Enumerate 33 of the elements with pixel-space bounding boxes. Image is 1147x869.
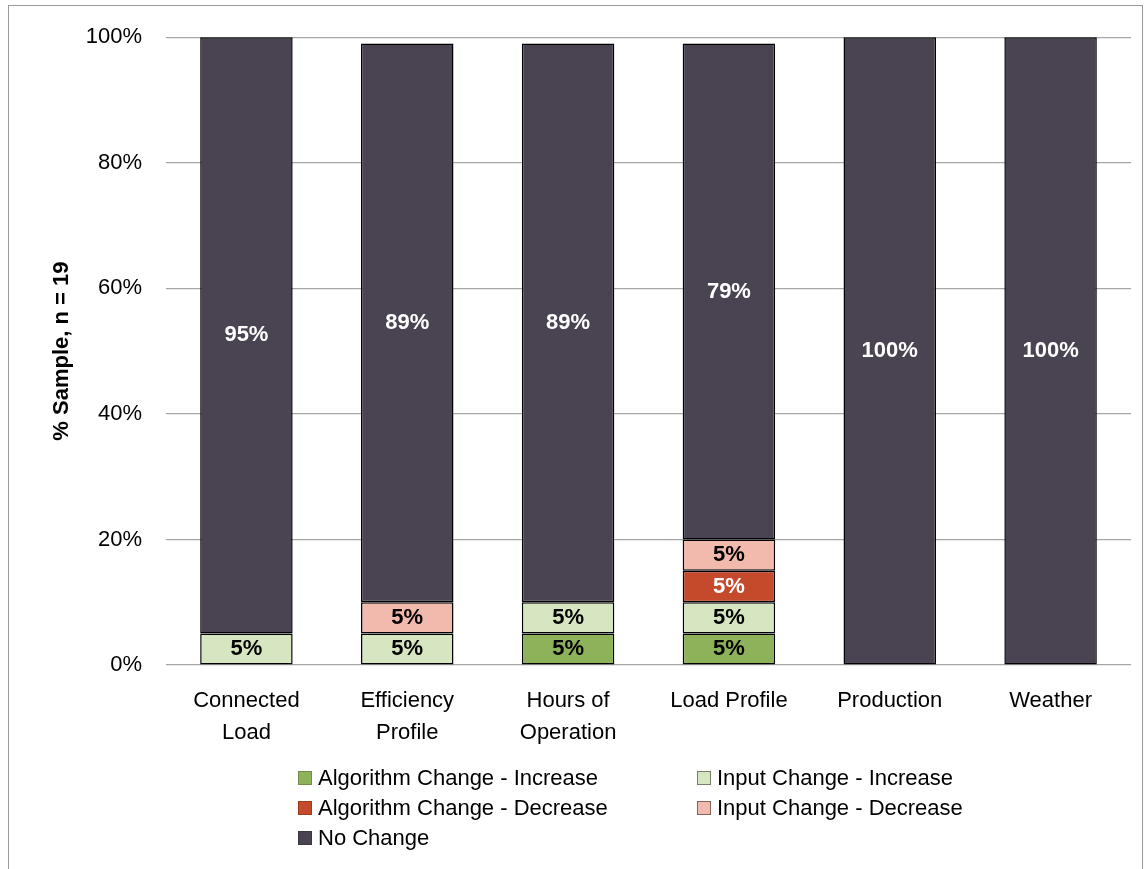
data-label: 5% [713,603,745,629]
x-tick-label: Load Profile [670,687,788,713]
data-label: 95% [224,321,269,347]
x-tick-label: Production [837,687,943,713]
legend-label: Input Change - Decrease [717,795,963,821]
data-label: 5% [713,635,745,661]
data-label: 5% [391,603,424,629]
data-label: 89% [546,308,591,334]
data-label: 79% [706,277,751,303]
legend-label: No Change [318,825,430,851]
data-label: 5% [552,635,584,661]
data-label: 5% [391,635,424,661]
data-label: 5% [230,635,263,661]
data-label: 100% [1022,336,1079,362]
y-axis-title: % Sample, n = 19 [48,261,74,441]
y-tick-label: 80% [97,148,142,174]
data-label: 5% [552,603,584,629]
data-label: 100% [861,336,918,362]
y-tick-label: 100% [85,23,142,49]
legend-label: Algorithm Change - Increase [318,765,599,791]
y-tick-label: 40% [97,399,142,425]
x-tick-label: Hours of Operation [519,687,617,744]
legend-label: Algorithm Change - Decrease [318,795,608,821]
y-tick-label: 60% [97,274,142,300]
data-label: 5% [713,541,745,567]
x-tick-label: Connected Load [193,687,300,744]
y-tick-label: 20% [97,525,142,551]
x-tick-label: Efficiency Profile [360,687,455,744]
data-label: 5% [713,572,745,598]
legend-label: Input Change - Increase [717,765,954,791]
y-tick-label: 0% [110,651,142,677]
x-tick-label: Weather [1009,687,1092,713]
data-label: 89% [385,308,430,334]
